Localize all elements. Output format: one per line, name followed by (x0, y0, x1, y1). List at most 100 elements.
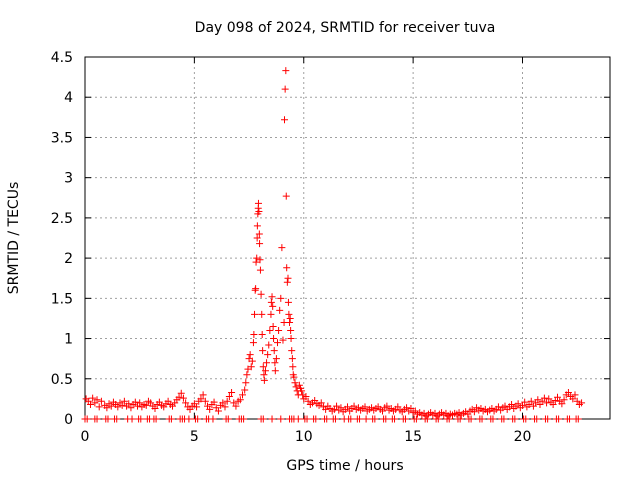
data-series (81, 67, 586, 423)
data-point (253, 234, 261, 242)
data-point (239, 391, 246, 399)
data-point (175, 393, 183, 401)
data-point (285, 310, 293, 318)
data-point (287, 335, 295, 343)
data-point (253, 222, 261, 230)
data-point (152, 415, 160, 423)
data-point (269, 322, 277, 330)
data-point (544, 415, 552, 423)
data-point (271, 367, 279, 375)
data-point (361, 403, 369, 411)
data-point (86, 401, 94, 409)
data-point (571, 391, 579, 399)
data-point (578, 399, 586, 407)
data-point (278, 244, 286, 252)
data-point (210, 398, 218, 406)
data-point (197, 395, 205, 403)
data-point (258, 310, 266, 318)
data-point (270, 347, 278, 355)
data-point (219, 399, 227, 407)
data-point (284, 298, 292, 306)
data-point (241, 386, 249, 394)
data-point (391, 415, 399, 423)
data-point (382, 415, 390, 423)
data-point (248, 357, 256, 365)
data-point (317, 399, 325, 407)
data-point (167, 415, 175, 423)
data-point (362, 415, 370, 423)
data-point (194, 415, 202, 423)
data-point (423, 415, 431, 423)
data-point (268, 415, 276, 423)
data-point (284, 274, 292, 282)
data-point (282, 67, 290, 75)
data-point (253, 254, 261, 262)
chart-title: Day 098 of 2024, SRMTID for receiver tuv… (195, 20, 496, 36)
data-point (89, 394, 97, 402)
data-point (478, 415, 486, 423)
data-point (286, 318, 294, 326)
data-point (103, 404, 111, 412)
data-point (566, 415, 574, 423)
data-point (303, 415, 311, 423)
data-point (199, 391, 207, 399)
data-point (383, 402, 391, 410)
data-point (286, 314, 294, 322)
data-point (283, 278, 291, 286)
data-point (267, 298, 275, 306)
data-point (256, 266, 264, 274)
data-point (295, 381, 303, 389)
data-point (247, 363, 255, 371)
data-point (131, 398, 139, 406)
y-axis-label: SRMTID / TECUs (6, 182, 22, 295)
data-point (261, 367, 269, 375)
data-point (271, 359, 279, 367)
y-tick-label: 3 (64, 171, 73, 187)
data-point (277, 294, 285, 302)
data-point (337, 404, 345, 412)
data-point (558, 400, 566, 408)
data-point (279, 336, 287, 344)
data-point (371, 415, 379, 423)
data-point (193, 403, 201, 411)
data-point (242, 379, 250, 387)
data-point (257, 290, 265, 298)
data-point (264, 351, 272, 359)
plot-area-border (84, 56, 611, 420)
data-point (508, 401, 516, 409)
data-point (549, 401, 557, 409)
data-point (302, 392, 310, 400)
data-point (259, 363, 267, 371)
data-point (344, 403, 351, 411)
data-point (251, 310, 259, 318)
data-point (259, 347, 267, 355)
data-point (185, 415, 193, 423)
data-point (467, 415, 475, 423)
x-tick-label: 20 (514, 429, 532, 445)
data-point (151, 405, 159, 413)
y-tick-label: 4 (64, 90, 73, 106)
y-tick-label: 4.5 (51, 50, 73, 66)
y-axis: 0 0.5 1 1.5 2 2.5 3 3.5 4 4.5 (51, 50, 610, 428)
data-point (489, 415, 497, 423)
data-point (527, 397, 535, 405)
data-point (104, 415, 112, 423)
y-tick-label: 0.5 (51, 372, 73, 388)
data-point (412, 415, 420, 423)
data-point (107, 402, 115, 410)
data-point (201, 397, 209, 405)
data-point (258, 331, 266, 339)
data-point (534, 396, 542, 404)
data-point (125, 400, 133, 408)
data-point (254, 199, 262, 207)
data-point (177, 389, 185, 397)
data-point (543, 399, 551, 407)
data-point (206, 405, 214, 413)
data-point (283, 264, 291, 272)
data-point (274, 339, 281, 347)
data-point (240, 415, 248, 423)
data-point (95, 403, 103, 411)
data-point (533, 415, 541, 423)
data-point (228, 388, 236, 396)
data-point (267, 310, 275, 318)
